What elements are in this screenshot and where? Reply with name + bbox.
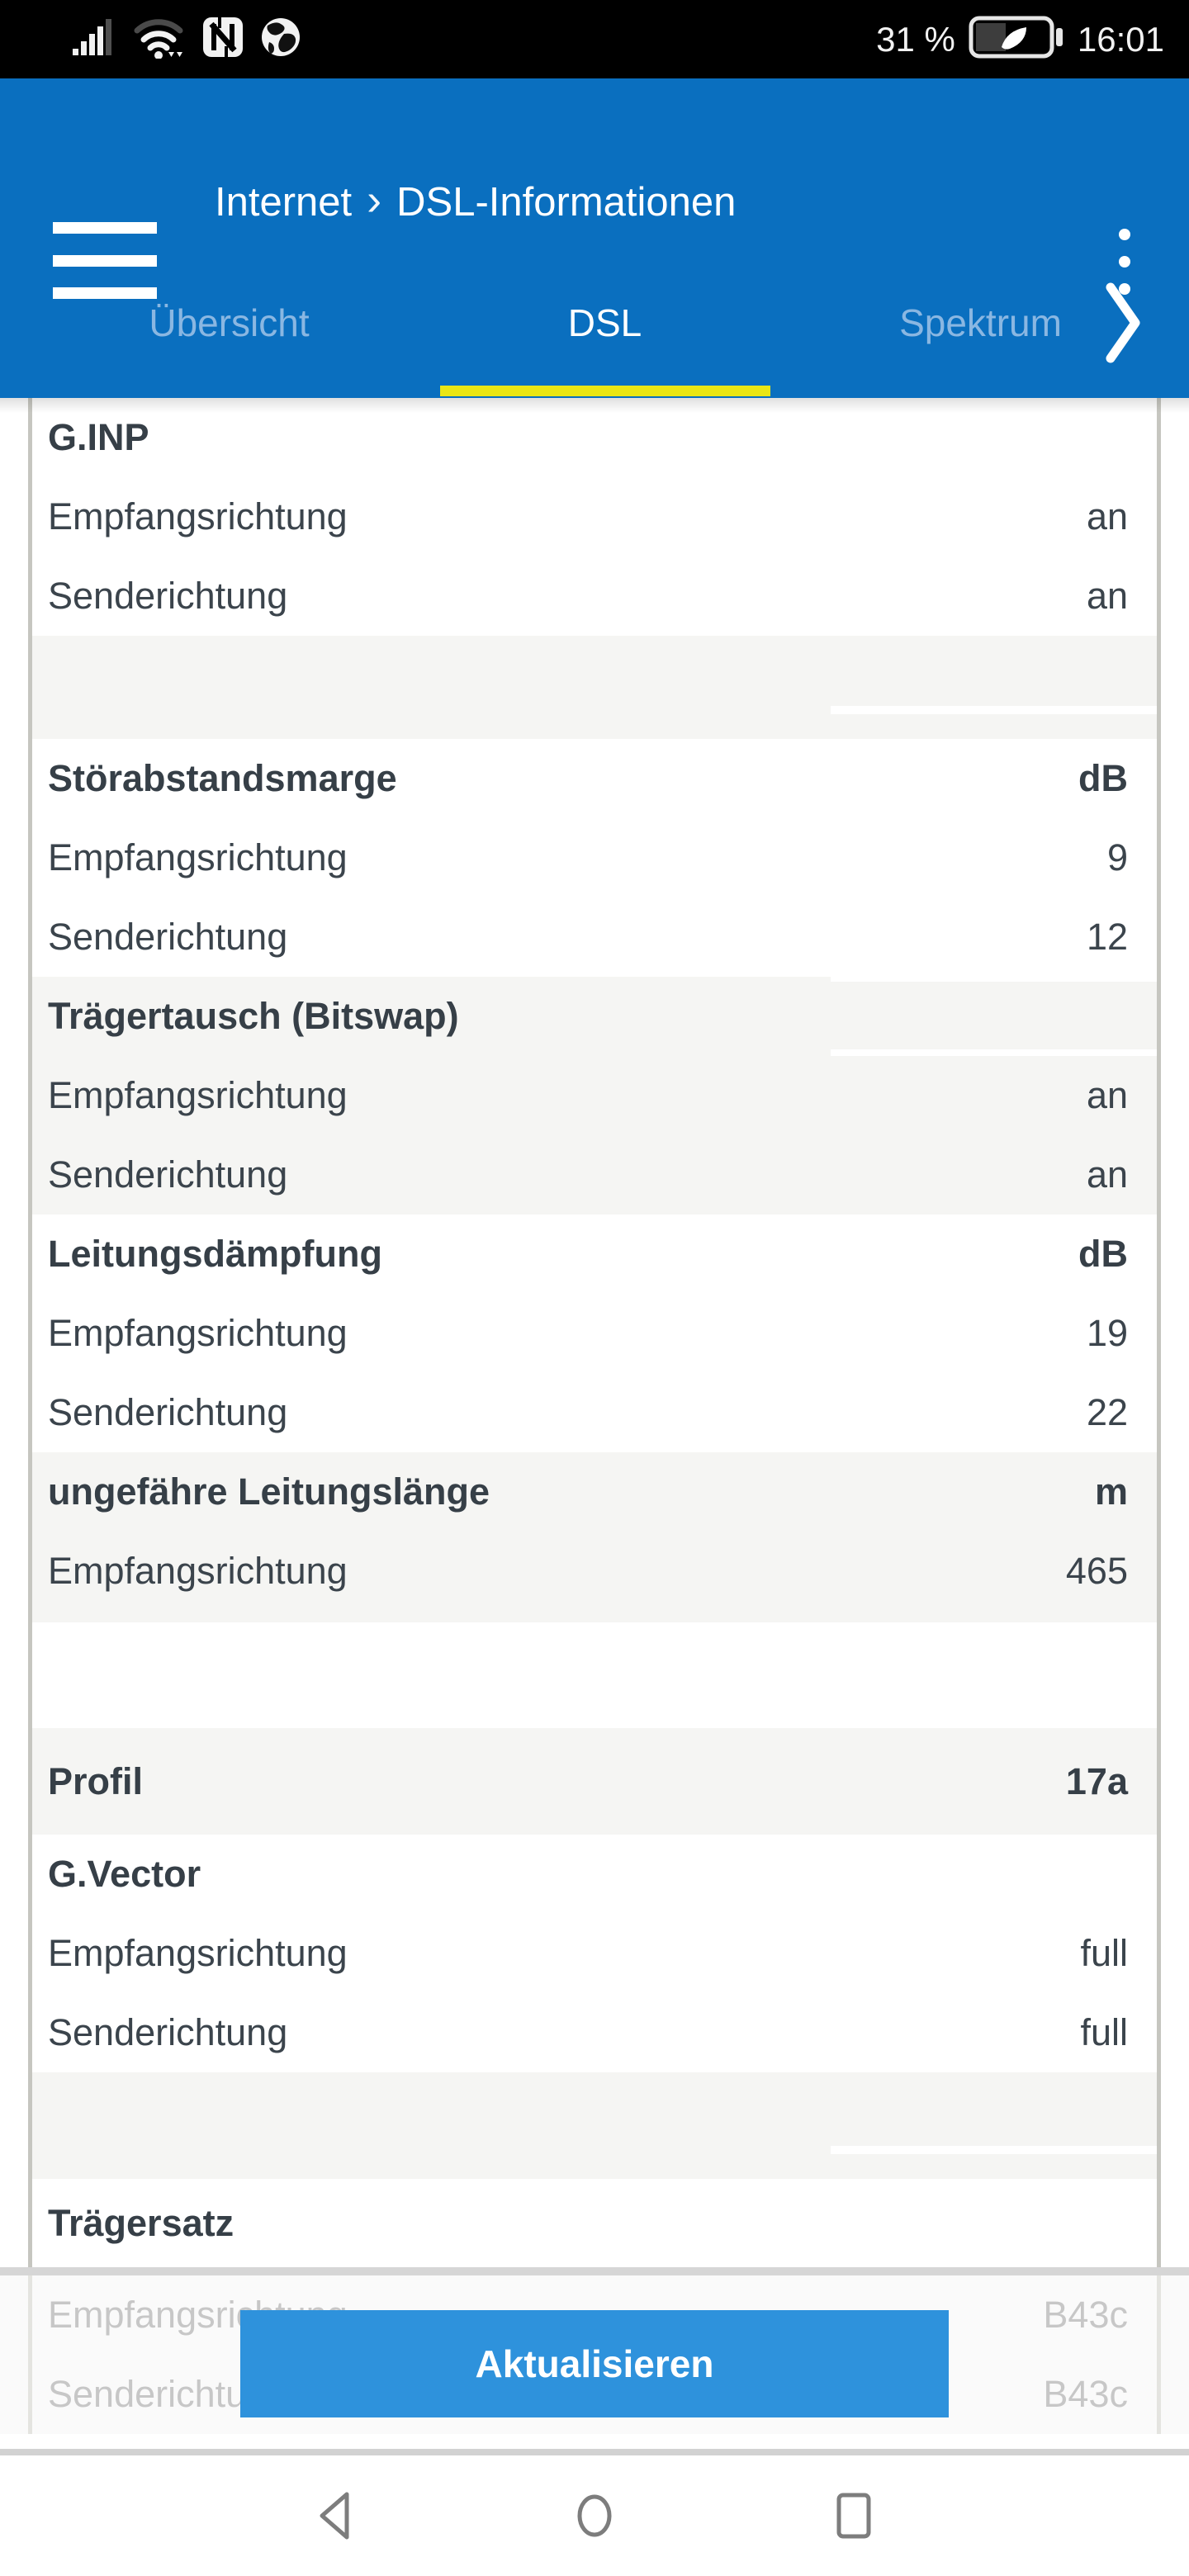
row-label: Empfangsrichtung <box>48 1550 348 1592</box>
table-row: Senderichtung an <box>32 1135 1157 1215</box>
chevron-right-icon: › <box>367 175 382 225</box>
row-value: B43c <box>1043 2373 1128 2415</box>
row-label: Empfangsrichtung <box>48 1932 348 1974</box>
row-label: G.Vector <box>48 1853 201 1895</box>
bottom-overlay: Empfangsrichtung B43c Senderichtung B43c Ak… <box>0 2267 1189 2434</box>
row-value: an <box>1086 1074 1128 1116</box>
home-icon[interactable] <box>568 2489 621 2542</box>
table-spacer <box>32 1611 1157 1622</box>
table-row: Leitungsdämpfung dB <box>32 1215 1157 1294</box>
row-value: 12 <box>1086 916 1128 958</box>
row-value: an <box>1086 575 1128 617</box>
row-label: Empfangsrichtung <box>48 495 348 537</box>
refresh-button[interactable]: Aktualisieren <box>240 2310 949 2417</box>
table-row: Trägertausch (Bitswap) <box>32 977 1157 1056</box>
table-row: Profil 17a <box>32 1728 1157 1835</box>
row-value: 9 <box>1106 836 1128 878</box>
table-row: Senderichtung 22 <box>32 1373 1157 1452</box>
row-value: full <box>1080 2011 1128 2053</box>
row-value: dB <box>1078 757 1128 799</box>
cell-highlight <box>831 977 1157 982</box>
row-value: 465 <box>1065 1550 1128 1592</box>
row-label: Trägertausch (Bitswap) <box>48 995 459 1037</box>
table-row: Senderichtung 12 <box>32 897 1157 977</box>
cell-highlight <box>831 1049 1157 1056</box>
globe-icon <box>259 16 302 63</box>
back-icon[interactable] <box>309 2489 362 2542</box>
row-label: Trägersatz <box>48 2201 234 2244</box>
row-value: m <box>1094 1470 1128 1513</box>
row-value: B43c <box>1043 2294 1128 2336</box>
row-value: an <box>1086 1153 1128 1196</box>
row-value: an <box>1086 495 1128 537</box>
table-row: G.Vector <box>32 1835 1157 1914</box>
row-label: Senderichtung <box>48 2011 288 2053</box>
tab-bar: Übersicht DSL Spektrum <box>0 248 1065 398</box>
signal-strength-icon <box>73 16 119 63</box>
nfc-icon <box>201 16 244 63</box>
tab-uebersicht[interactable]: Übersicht <box>149 301 310 344</box>
battery-saver-icon <box>969 12 1064 66</box>
row-label: Empfangsrichtung <box>48 1312 348 1354</box>
row-label: G.INP <box>48 416 149 458</box>
table-row: Empfangsrichtung 9 <box>32 818 1157 897</box>
clock: 16:01 <box>1077 19 1164 59</box>
table-row: Senderichtung full <box>32 1993 1157 2072</box>
tab-dsl[interactable]: DSL <box>417 248 793 398</box>
row-label: Senderichtung <box>48 1391 288 1433</box>
row-label: Profil <box>48 1759 144 1802</box>
app-header: Internet › DSL-Informationen Übersicht D… <box>0 78 1189 398</box>
table-row: Empfangsrichtung 19 <box>32 1294 1157 1373</box>
bottom-gap <box>0 2434 1189 2449</box>
row-label: Empfangsrichtung <box>48 1074 348 1116</box>
header-top: Internet › DSL-Informationen <box>0 78 1189 299</box>
table-row: Senderichtung an <box>32 556 1157 636</box>
table-row: Empfangsrichtung an <box>32 477 1157 556</box>
tab-spektrum[interactable]: Spektrum <box>899 301 1062 344</box>
table-row: Empfangsrichtung 465 <box>32 1532 1157 1611</box>
table-spacer <box>32 1622 1157 1728</box>
row-label: Störabstandsmarge <box>48 757 397 799</box>
table-row: Störabstandsmarge dB <box>32 739 1157 818</box>
breadcrumb: Internet › DSL-Informationen <box>215 157 736 248</box>
row-label: Senderichtung <box>48 916 288 958</box>
row-label: Empfangsrichtung <box>48 836 348 878</box>
active-tab-underline <box>439 386 770 396</box>
table-row: G.INP <box>32 398 1157 477</box>
battery-percent: 31 % <box>876 19 955 59</box>
row-value: 22 <box>1086 1391 1128 1433</box>
wifi-icon <box>134 16 187 63</box>
nav-divider <box>0 2449 1189 2455</box>
cell-highlight <box>831 2146 1157 2154</box>
dsl-table: G.INP Empfangsrichtung an Senderichtung an St… <box>28 398 1161 2267</box>
table-row: Trägersatz <box>32 2179 1157 2267</box>
row-value: 17a <box>1065 1759 1128 1802</box>
row-label: Leitungsdämpfung <box>48 1233 382 1275</box>
row-label: Senderichtung <box>48 1153 288 1196</box>
more-options-icon[interactable] <box>1108 229 1141 295</box>
table-row: Empfangsrichtung full <box>32 1914 1157 1993</box>
table-separator <box>32 2072 1157 2179</box>
table-row: Empfangsrichtung an <box>32 1056 1157 1135</box>
tabs-scroll-next-icon[interactable] <box>1098 248 1148 398</box>
row-label: Senderichtung <box>48 575 288 617</box>
table-row: ungefähre Leitungslänge m <box>32 1452 1157 1532</box>
status-bar: 31 % 16:01 <box>0 0 1189 78</box>
table-separator <box>32 636 1157 739</box>
row-value: full <box>1080 1932 1128 1974</box>
row-value: 19 <box>1086 1312 1128 1354</box>
android-nav-bar <box>0 2455 1189 2576</box>
row-value: dB <box>1078 1233 1128 1275</box>
row-label: ungefähre Leitungslänge <box>48 1470 490 1513</box>
cell-highlight <box>831 706 1157 714</box>
page-title: DSL-Informationen <box>396 180 737 225</box>
dsl-info-content: G.INP Empfangsrichtung an Senderichtung an St… <box>0 398 1189 2267</box>
menu-icon[interactable] <box>53 222 157 299</box>
recents-icon[interactable] <box>827 2489 880 2542</box>
breadcrumb-section: Internet <box>215 180 353 225</box>
